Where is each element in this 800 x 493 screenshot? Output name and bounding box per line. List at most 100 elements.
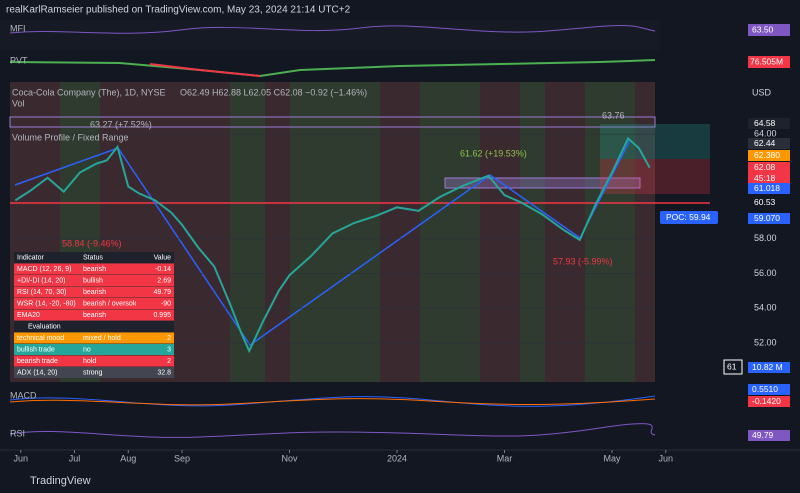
table-text: 32.8 xyxy=(157,369,171,376)
table-cell xyxy=(14,263,80,275)
table-section: Evaluation xyxy=(28,323,61,330)
pvt-badge xyxy=(748,56,790,68)
y-tick-label: 64.00 xyxy=(754,129,777,139)
table-cell xyxy=(136,286,174,298)
x-tick-label: Aug xyxy=(120,453,136,463)
mfi-panel xyxy=(0,20,660,50)
table-text: 49.79 xyxy=(153,289,171,296)
table-text: mixed / hold xyxy=(83,335,121,342)
y-tick-label: 52.00 xyxy=(754,337,777,347)
price-label: 62.08 xyxy=(754,162,776,172)
volume-label: 10.82 M xyxy=(752,362,783,372)
table-cell xyxy=(80,355,136,367)
table-text: technical mood xyxy=(17,335,64,342)
table-text: +DI/-DI (14, 20) xyxy=(17,277,65,284)
table-text: ADX (14, 20) xyxy=(17,369,57,376)
table-text: MACD (12, 26, 9) xyxy=(17,266,71,273)
x-tick-label: Sep xyxy=(174,453,190,463)
table-cell xyxy=(14,355,80,367)
table-cell xyxy=(136,309,174,321)
table-text: bearish xyxy=(83,289,106,296)
y-tick-label: 54.00 xyxy=(754,303,777,313)
price-labels: 64.58 62.44 62.380 62.08 45:18 61.018 60… xyxy=(660,118,790,375)
table-cell xyxy=(136,367,174,378)
table-cell xyxy=(14,344,80,355)
table-text: Status xyxy=(83,254,103,261)
price-label: 60.53 xyxy=(754,197,776,207)
macd-line xyxy=(9,395,656,407)
x-tick-label: 2024 xyxy=(387,453,407,463)
macd-value: -0.1420 xyxy=(752,396,781,406)
table-cell xyxy=(14,298,80,309)
table-cell xyxy=(80,286,136,298)
table-text: Value xyxy=(154,254,171,261)
vol-label: Vol xyxy=(12,98,25,108)
table-cell xyxy=(136,298,174,309)
ohlc: O62.49 H62.88 L62.05 C62.08 −0.92 (−1.46… xyxy=(180,87,367,97)
table-cell xyxy=(14,252,80,263)
footer: TradingView xyxy=(30,475,91,487)
table-text: bearish trade xyxy=(17,358,58,365)
table-text: hold xyxy=(83,358,96,365)
x-tick-label: Jul xyxy=(69,453,81,463)
badge: 61 xyxy=(727,361,737,371)
pvt-line-down xyxy=(149,63,261,77)
macd-label: MACD xyxy=(10,390,37,400)
x-tick-label: May xyxy=(603,453,621,463)
signal-line xyxy=(9,398,656,406)
price-label: 45:18 xyxy=(754,173,776,183)
price-label: 62.44 xyxy=(754,138,776,148)
table-cell xyxy=(14,367,80,378)
x-tick-label: Mar xyxy=(497,453,513,463)
currency: USD xyxy=(752,87,772,97)
table-cell xyxy=(80,332,136,344)
mfi-line xyxy=(9,24,656,34)
indicator-table: Indicator Status Value MACD (12, 26, 9) bear… xyxy=(14,252,174,378)
table-cell xyxy=(80,309,136,321)
annotation: 57.93 (-5.99%) xyxy=(553,256,613,266)
table-text: -0.14 xyxy=(155,266,171,273)
price-label: 64.58 xyxy=(754,118,776,128)
table-text: bearish xyxy=(83,312,106,319)
table-cell xyxy=(14,275,80,286)
header: realKarlRamseier published on TradingVie… xyxy=(6,5,351,16)
price-label: 59.070 xyxy=(754,213,780,223)
table-cell xyxy=(80,252,136,263)
x-tick-label: Nov xyxy=(281,453,298,463)
table-text: RSI (14, 70, 30) xyxy=(17,289,66,296)
rsi-line xyxy=(9,423,656,438)
table-text: 0.995 xyxy=(153,312,171,319)
target-zone xyxy=(600,124,710,159)
annotation: 61.62 (+19.53%) xyxy=(460,148,527,158)
table-cell xyxy=(14,321,174,332)
table-cell xyxy=(14,286,80,298)
annotation: 63.27 (+7.52%) xyxy=(90,119,152,129)
price-line xyxy=(14,136,651,354)
table-cell xyxy=(14,309,80,321)
table-cell xyxy=(80,344,136,355)
table-text: bearish xyxy=(83,266,106,273)
poc-label: POC: 59.94 xyxy=(666,212,711,222)
table-cell xyxy=(80,275,136,286)
table-cell xyxy=(136,275,174,286)
table-text: WSR (14, -20, -80) xyxy=(17,300,76,307)
table-text: bullish xyxy=(83,277,103,284)
table-cell xyxy=(136,332,174,344)
macd-value: 0.5510 xyxy=(752,384,778,394)
table-text: no xyxy=(83,346,91,353)
table-text: -90 xyxy=(161,300,171,307)
table-cell xyxy=(14,332,80,344)
x-tick-label: Jun xyxy=(658,453,673,463)
title: Coca-Cola Company (The), 1D, NYSE xyxy=(12,87,166,97)
table-cell xyxy=(80,263,136,275)
rsi-label: RSI xyxy=(10,428,25,438)
table-cell xyxy=(80,367,136,378)
table-cell xyxy=(136,263,174,275)
table-text: bearish / oversold xyxy=(83,300,138,307)
pvt-label: PVT xyxy=(10,55,28,65)
table-text: 2 xyxy=(167,358,171,365)
y-tick-label: 58.00 xyxy=(754,233,777,243)
table-cell xyxy=(80,298,136,309)
price-label: 62.380 xyxy=(754,150,780,160)
